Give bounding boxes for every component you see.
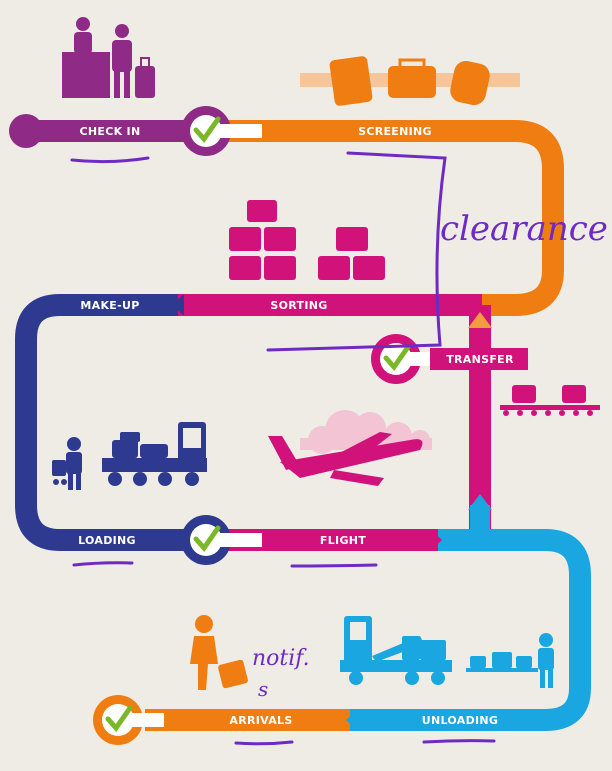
- annotation-clearance: clearance: [440, 209, 608, 249]
- stage-label-make-up: MAKE-UP: [80, 299, 139, 312]
- handwritten-annotations: [70, 151, 496, 746]
- unloading-junction: [470, 505, 490, 540]
- stage-label-sorting: SORTING: [270, 299, 327, 312]
- stage-label-screening: SCREENING: [358, 125, 432, 138]
- stage-label-check-in: CHECK IN: [80, 125, 141, 138]
- underline-flight: [290, 563, 378, 568]
- transfer-arrow-top: [468, 312, 492, 328]
- clearance-bracket: [266, 151, 447, 352]
- stage-label-flight: FLIGHT: [320, 534, 366, 547]
- underline-check-in: [70, 156, 150, 164]
- screening-track: [205, 120, 564, 316]
- baggage-worker-icon: [52, 437, 82, 490]
- luggage-group-icon: [300, 56, 520, 106]
- baggage-conveyor-icon: [500, 385, 600, 416]
- airplane-icon: [268, 432, 423, 486]
- stage-label-arrivals: ARRIVALS: [229, 714, 292, 727]
- traveler-with-luggage-icon: [190, 615, 248, 690]
- unloading-worker-icon: [466, 633, 554, 688]
- annotation-notif-mark: s: [258, 677, 268, 701]
- chevron-make-up: [172, 294, 184, 316]
- unloading-track: [345, 529, 591, 731]
- check-in-desk-icon: [62, 17, 155, 98]
- check-in-track: [9, 114, 208, 148]
- underline-loading: [72, 561, 134, 567]
- baggage-tug-icon: [102, 422, 207, 486]
- chevron-flight: [430, 529, 442, 551]
- unloading-truck-icon: [340, 616, 452, 685]
- underline-arrivals: [234, 740, 294, 746]
- checkmark-icon: [181, 106, 262, 156]
- underline-unloading: [422, 739, 496, 744]
- stacked-suitcases-icon: [229, 200, 385, 280]
- stage-label-loading: LOADING: [78, 534, 136, 547]
- transfer-label-box: [430, 348, 528, 370]
- annotation-notif: notif.: [252, 646, 310, 671]
- stage-label-unloading: UNLOADING: [422, 714, 498, 727]
- checkmark-icon: [181, 515, 262, 565]
- make-up-track: [15, 294, 205, 551]
- checkmark-icon: [371, 334, 436, 384]
- stage-label-transfer: TRANSFER: [446, 353, 514, 366]
- checkmark-icon: [93, 695, 164, 745]
- chevron-unloading: [346, 709, 358, 731]
